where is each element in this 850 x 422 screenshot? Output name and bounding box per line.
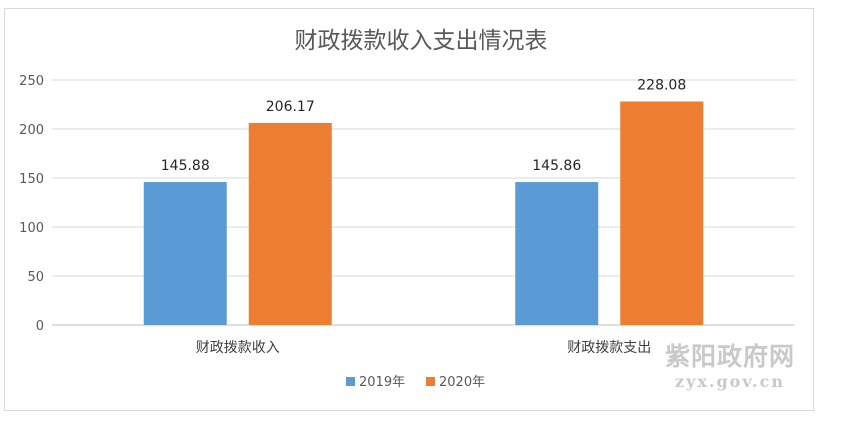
- chart-title: 财政拨款收入支出情况表: [295, 28, 548, 54]
- x-category-label: 财政拨款支出: [567, 340, 651, 356]
- y-tick-label: 250: [19, 74, 44, 89]
- legend-label: 2020年: [439, 375, 485, 390]
- data-labels: 145.88 206.17 145.86 228.08: [161, 77, 687, 174]
- y-tick-label: 50: [27, 270, 44, 285]
- y-tick-label: 0: [36, 319, 44, 334]
- bar: [620, 101, 704, 325]
- y-tick-label: 100: [19, 221, 44, 236]
- data-label: 206.17: [266, 99, 315, 115]
- legend: 2019年 2020年: [346, 375, 485, 390]
- bars: [143, 101, 704, 325]
- data-label: 145.88: [161, 158, 210, 174]
- y-tick-label: 150: [19, 172, 44, 187]
- y-tick-label: 200: [19, 123, 44, 138]
- legend-label: 2019年: [359, 375, 405, 390]
- bar: [515, 182, 599, 325]
- bar: [248, 122, 332, 325]
- bar: [143, 182, 227, 325]
- legend-swatch: [346, 377, 355, 386]
- x-axis-categories: 财政拨款收入 财政拨款支出: [196, 340, 652, 356]
- data-label: 228.08: [637, 77, 686, 93]
- data-label: 145.86: [532, 158, 581, 174]
- y-axis-ticks: 0 50 100 150 200 250: [19, 74, 44, 334]
- x-category-label: 财政拨款收入: [196, 340, 280, 356]
- legend-swatch: [426, 377, 435, 386]
